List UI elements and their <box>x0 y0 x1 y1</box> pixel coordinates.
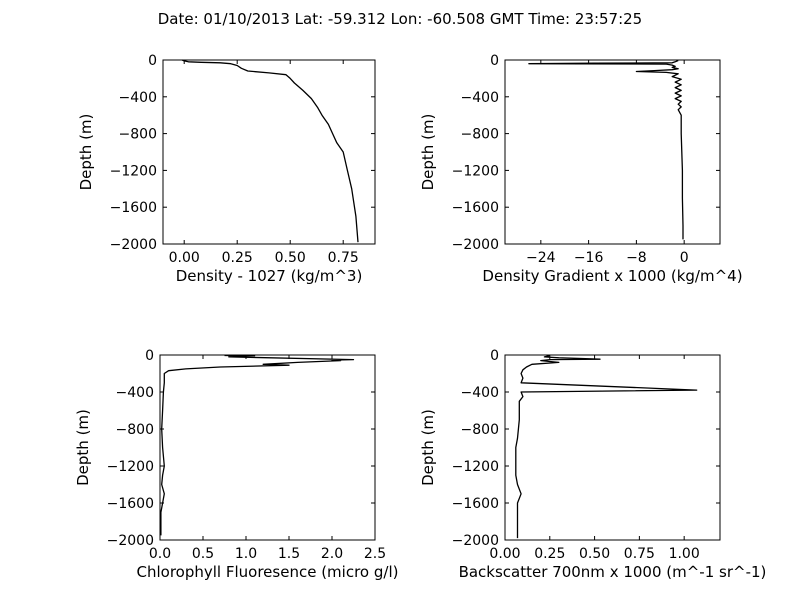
x-tick-label: 0.25 <box>534 546 565 562</box>
y-tick-label: −1600 <box>107 496 154 512</box>
y-tick-label: −400 <box>119 90 157 106</box>
x-tick-label: 1.5 <box>278 546 300 562</box>
y-tick-label: −1200 <box>110 163 157 179</box>
y-tick-label: 0 <box>145 348 154 364</box>
x-tick-label: 0.50 <box>579 546 610 562</box>
chlorophyll-series-line-0 <box>160 354 355 536</box>
chlorophyll-axes-frame <box>159 354 376 541</box>
backscatter-series-line-0 <box>515 354 698 539</box>
x-tick-label: 0.50 <box>275 250 306 266</box>
x-tick-label: −16 <box>574 250 604 266</box>
y-tick-label: −800 <box>461 422 499 438</box>
y-tick-label: −400 <box>116 385 154 401</box>
y-tick-label: −1200 <box>452 163 499 179</box>
chlorophyll-y-axis-label: Depth (m) <box>74 409 92 486</box>
subplot-chlorophyll: 0.0 0.5 1.0 1.5 2.0 2.5 0 −400 −800 −1200 −1600 −20… <box>74 348 398 581</box>
y-tick-label: −1200 <box>107 459 154 475</box>
x-tick-label: 0.5 <box>192 546 214 562</box>
density-axes-frame <box>162 59 376 245</box>
y-tick-label: −2000 <box>452 237 499 253</box>
y-tick-label: −400 <box>461 90 499 106</box>
x-tick-label: 0.25 <box>222 250 253 266</box>
backscatter-x-axis-label: Backscatter 700nm x 1000 (m^-1 sr^-1) <box>459 563 767 581</box>
y-tick-label: 0 <box>490 53 499 69</box>
density-gradient-x-axis-label: Density Gradient x 1000 (kg/m^4) <box>482 267 742 285</box>
density-x-axis-label: Density - 1027 (kg/m^3) <box>176 267 363 285</box>
density-y-axis-label: Depth (m) <box>77 114 95 191</box>
y-tick-label: −1600 <box>452 200 499 216</box>
subplot-density-gradient: −24 −16 −8 00−400−800−1200−1600−2000Density… <box>419 53 743 285</box>
chlorophyll-x-axis-label: Chlorophyll Fluoresence (micro g/l) <box>137 563 399 581</box>
x-tick-label: −24 <box>526 250 556 266</box>
y-tick-label: −2000 <box>452 533 499 549</box>
y-tick-label: −400 <box>461 385 499 401</box>
x-tick-label: 2.5 <box>364 546 386 562</box>
x-tick-label: −8 <box>626 250 647 266</box>
y-tick-label: −1600 <box>110 200 157 216</box>
x-tick-label: 2.0 <box>321 546 343 562</box>
subplot-density: 0.00 0.25 0.50 0.75 0 −400 −800 −1200 −1600 −2000… <box>77 53 376 285</box>
figure-title: Date: 01/10/2013 Lat: -59.312 Lon: -60.5… <box>158 10 642 28</box>
backscatter-y-axis-label: Depth (m) <box>419 409 437 486</box>
density-gradient-axes-frame <box>504 59 721 245</box>
x-tick-label: 0.75 <box>328 250 359 266</box>
y-tick-label: −800 <box>461 127 499 143</box>
y-tick-label: −1200 <box>452 459 499 475</box>
x-tick-label: 0.0 <box>149 546 171 562</box>
subplot-backscatter: 0.00 0.25 0.50 0.75 1.00 0 −400 −800 −1200 −1600 −… <box>419 348 766 581</box>
x-tick-label: 0.00 <box>169 250 200 266</box>
density-gradient-series-line-0 <box>528 59 684 240</box>
backscatter-axes-frame <box>504 354 721 541</box>
y-tick-label: −2000 <box>107 533 154 549</box>
y-tick-label: −800 <box>116 422 154 438</box>
x-tick-label: 0 <box>680 250 689 266</box>
y-tick-label: 0 <box>490 348 499 364</box>
y-tick-label: −2000 <box>110 237 157 253</box>
x-tick-label: 1.00 <box>669 546 700 562</box>
y-tick-label: −1600 <box>452 496 499 512</box>
x-tick-label: 1.0 <box>235 546 257 562</box>
x-tick-label: 0.75 <box>624 546 655 562</box>
y-tick-label: −800 <box>119 127 157 143</box>
density-series-line-0 <box>181 59 359 243</box>
y-tick-label: 0 <box>148 53 157 69</box>
density-gradient-y-axis-label: Depth (m) <box>419 114 437 191</box>
x-tick-label: 0.00 <box>489 546 520 562</box>
